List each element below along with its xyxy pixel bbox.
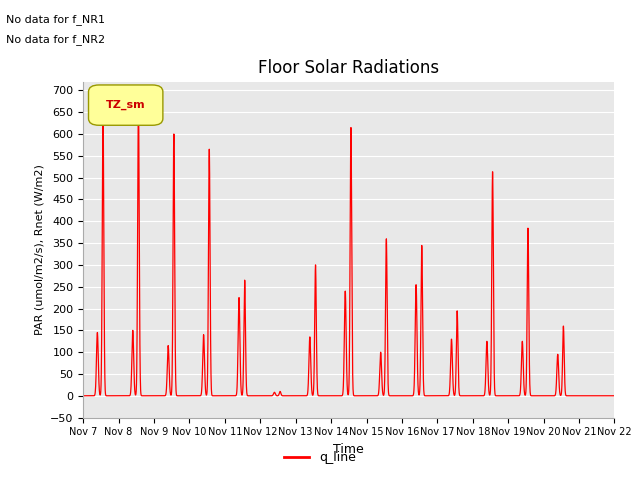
Text: TZ_sm: TZ_sm [106,100,145,110]
Text: No data for f_NR2: No data for f_NR2 [6,34,106,45]
X-axis label: Time: Time [333,443,364,456]
FancyBboxPatch shape [88,85,163,125]
Legend: q_line: q_line [279,446,361,469]
Text: No data for f_NR1: No data for f_NR1 [6,14,106,25]
Title: Floor Solar Radiations: Floor Solar Radiations [258,59,440,77]
Y-axis label: PAR (umol/m2/s), Rnet (W/m2): PAR (umol/m2/s), Rnet (W/m2) [35,164,45,335]
